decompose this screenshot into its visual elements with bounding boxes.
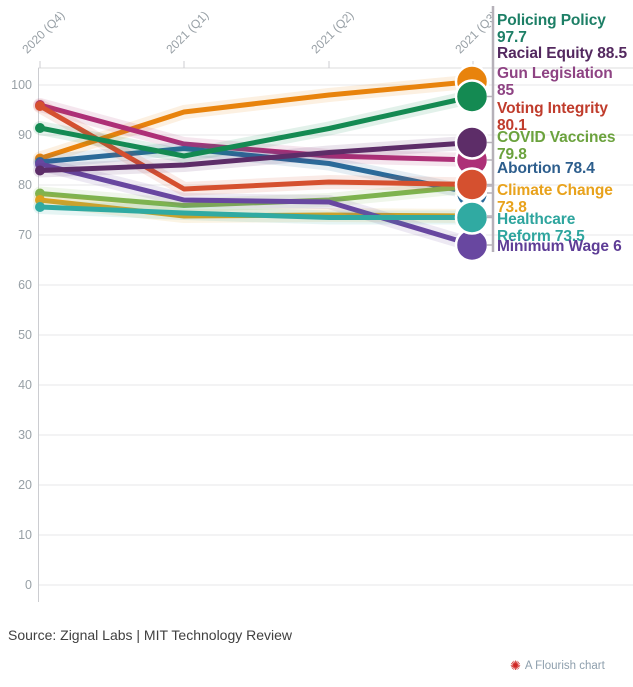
flourish-credit-link[interactable]: ✺ A Flourish chart (510, 659, 605, 672)
y-tick-label-100: 100 (11, 78, 32, 92)
voting-integrity-line[interactable] (37, 103, 476, 192)
y-tick-label-0: 0 (25, 578, 32, 592)
y-tick-label-40: 40 (18, 378, 32, 392)
racial-equity-line[interactable] (37, 140, 476, 173)
line-chart (33, 6, 633, 602)
healthcare-reform-end-dot[interactable] (454, 200, 490, 235)
policing-policy-line[interactable] (37, 94, 476, 159)
voting-integrity-start-dot (35, 101, 45, 111)
racial-equity-end-dot[interactable] (454, 125, 490, 160)
series-label-policing-policy: Policing Policy 97.7 (497, 12, 606, 46)
series-label-voting-integrity: Voting Integrity 80.1 (497, 100, 608, 134)
racial-equity-start-dot (35, 165, 45, 176)
flourish-credit-text: A Flourish chart (524, 659, 605, 672)
climate-change-start-dot (35, 195, 45, 205)
gun-legislation-line[interactable] (37, 102, 476, 163)
y-tick-label-10: 10 (18, 528, 32, 542)
abortion-line[interactable] (37, 146, 476, 196)
healthcare-reform-line[interactable] (37, 204, 476, 220)
y-tick-label-20: 20 (18, 478, 32, 492)
flourish-flower-icon: ✺ (510, 658, 521, 673)
series-label-climate-change: Climate Change 73.8 (497, 182, 613, 216)
minimum-wage-line[interactable] (37, 161, 476, 248)
unlabeled-series-line[interactable] (37, 79, 476, 161)
y-tick-label-30: 30 (18, 428, 32, 442)
voting-integrity-end-dot[interactable] (454, 167, 490, 202)
y-tick-label-80: 80 (18, 178, 32, 192)
policing-policy-start-dot (35, 123, 45, 133)
series-label-racial-equity: Racial Equity 88.5 (497, 45, 628, 62)
y-tick-label-50: 50 (18, 328, 32, 342)
series-label-healthcare-reform: Healthcare Reform 73.5 (497, 211, 585, 245)
y-tick-label-70: 70 (18, 228, 32, 242)
healthcare-reform-start-dot (35, 202, 45, 212)
source-credit: Source: Zignal Labs | MIT Technology Rev… (8, 627, 293, 643)
series-label-minimum-wage: Minimum Wage 6 (497, 238, 622, 255)
series-label-abortion: Abortion 78.4 (497, 160, 595, 177)
y-tick-label-90: 90 (18, 128, 32, 142)
series-label-covid-vaccines: COVID Vaccines 79.8 (497, 129, 616, 163)
series-label-gun-legislation: Gun Legislation 85 (497, 65, 613, 99)
policing-policy-end-dot[interactable] (454, 79, 490, 114)
y-tick-label-60: 60 (18, 278, 32, 292)
